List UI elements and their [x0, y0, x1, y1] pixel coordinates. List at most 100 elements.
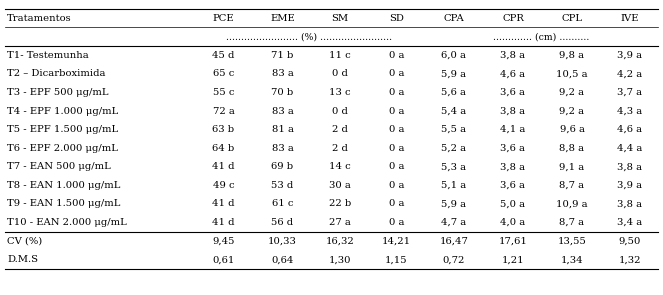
Text: 2 d: 2 d — [332, 144, 348, 153]
Text: 1,21: 1,21 — [502, 255, 524, 264]
Text: 5,1 a: 5,1 a — [442, 181, 467, 190]
Text: SM: SM — [332, 14, 349, 23]
Text: 5,4 a: 5,4 a — [442, 106, 467, 116]
Text: 3,6 a: 3,6 a — [501, 144, 526, 153]
Text: 3,9 a: 3,9 a — [617, 51, 642, 60]
Text: 3,8 a: 3,8 a — [501, 51, 526, 60]
Text: 9,2 a: 9,2 a — [560, 106, 585, 116]
Text: 63 b: 63 b — [212, 125, 235, 134]
Text: 16,32: 16,32 — [326, 237, 355, 246]
Text: 70 b: 70 b — [271, 88, 294, 97]
Text: 0 a: 0 a — [389, 69, 404, 78]
Text: 0 a: 0 a — [389, 181, 404, 190]
Text: 3,8 a: 3,8 a — [501, 162, 526, 171]
Text: T2 – Dicarboximida: T2 – Dicarboximida — [7, 69, 106, 78]
Text: 41 d: 41 d — [212, 199, 235, 209]
Text: 8,8 a: 8,8 a — [560, 144, 585, 153]
Text: 0 d: 0 d — [332, 69, 348, 78]
Text: 5,9 a: 5,9 a — [442, 69, 467, 78]
Text: 9,50: 9,50 — [619, 237, 641, 246]
Text: 3,8 a: 3,8 a — [617, 162, 642, 171]
Text: 27 a: 27 a — [330, 218, 351, 227]
Text: 13 c: 13 c — [330, 88, 351, 97]
Text: 3,4 a: 3,4 a — [617, 218, 642, 227]
Text: 0,72: 0,72 — [443, 255, 465, 264]
Text: 3,6 a: 3,6 a — [501, 181, 526, 190]
Text: 71 b: 71 b — [271, 51, 294, 60]
Text: T8 - EAN 1.000 μg/mL: T8 - EAN 1.000 μg/mL — [7, 181, 121, 190]
Text: 69 b: 69 b — [271, 162, 294, 171]
Text: 1,15: 1,15 — [385, 255, 408, 264]
Text: 1,32: 1,32 — [619, 255, 641, 264]
Text: 1,34: 1,34 — [561, 255, 583, 264]
Text: 61 c: 61 c — [272, 199, 293, 209]
Text: 56 d: 56 d — [271, 218, 294, 227]
Text: 65 c: 65 c — [213, 69, 234, 78]
Text: 5,6 a: 5,6 a — [442, 88, 466, 97]
Text: 41 d: 41 d — [212, 218, 235, 227]
Text: 72 a: 72 a — [213, 106, 235, 116]
Text: 0 a: 0 a — [389, 88, 404, 97]
Text: CPA: CPA — [444, 14, 464, 23]
Text: T3 - EPF 500 μg/mL: T3 - EPF 500 μg/mL — [7, 88, 109, 97]
Text: 9,1 a: 9,1 a — [560, 162, 585, 171]
Text: 22 b: 22 b — [329, 199, 351, 209]
Text: 10,5 a: 10,5 a — [556, 69, 588, 78]
Text: 53 d: 53 d — [271, 181, 294, 190]
Text: 41 d: 41 d — [212, 162, 235, 171]
Text: 55 c: 55 c — [213, 88, 234, 97]
Text: 45 d: 45 d — [212, 51, 235, 60]
Text: CPR: CPR — [502, 14, 524, 23]
Text: 8,7 a: 8,7 a — [560, 218, 585, 227]
Text: 5,9 a: 5,9 a — [442, 199, 467, 209]
Text: IVE: IVE — [621, 14, 639, 23]
Text: 8,7 a: 8,7 a — [560, 181, 585, 190]
Text: 0,61: 0,61 — [212, 255, 235, 264]
Text: CPL: CPL — [562, 14, 583, 23]
Text: 0 a: 0 a — [389, 106, 404, 116]
Text: T9 - EAN 1.500 μg/mL: T9 - EAN 1.500 μg/mL — [7, 199, 121, 209]
Text: 9,8 a: 9,8 a — [560, 51, 585, 60]
Text: 49 c: 49 c — [213, 181, 234, 190]
Text: 9,6 a: 9,6 a — [560, 125, 585, 134]
Text: ........................ (%) ........................: ........................ (%) ...........… — [226, 32, 392, 41]
Text: 4,3 a: 4,3 a — [617, 106, 642, 116]
Text: 9,2 a: 9,2 a — [560, 88, 585, 97]
Text: 9,45: 9,45 — [212, 237, 235, 246]
Text: 4,1 a: 4,1 a — [501, 125, 526, 134]
Text: 3,8 a: 3,8 a — [617, 199, 642, 209]
Text: 3,8 a: 3,8 a — [501, 106, 526, 116]
Text: 1,30: 1,30 — [329, 255, 351, 264]
Text: 4,2 a: 4,2 a — [617, 69, 642, 78]
Text: 0 d: 0 d — [332, 106, 348, 116]
Text: 5,2 a: 5,2 a — [442, 144, 467, 153]
Text: 14 c: 14 c — [330, 162, 351, 171]
Text: T6 - EPF 2.000 μg/mL: T6 - EPF 2.000 μg/mL — [7, 144, 118, 153]
Text: D.M.S: D.M.S — [7, 255, 38, 264]
Text: T4 - EPF 1.000 μg/mL: T4 - EPF 1.000 μg/mL — [7, 106, 119, 116]
Text: 3,7 a: 3,7 a — [617, 88, 642, 97]
Text: T7 - EAN 500 μg/mL: T7 - EAN 500 μg/mL — [7, 162, 111, 171]
Text: 4,6 a: 4,6 a — [617, 125, 642, 134]
Text: 0 a: 0 a — [389, 144, 404, 153]
Text: 16,47: 16,47 — [440, 237, 468, 246]
Text: 30 a: 30 a — [330, 181, 351, 190]
Text: 0 a: 0 a — [389, 51, 404, 60]
Text: 11 c: 11 c — [330, 51, 351, 60]
Text: 0,64: 0,64 — [271, 255, 294, 264]
Text: EME: EME — [270, 14, 295, 23]
Text: 4,7 a: 4,7 a — [442, 218, 467, 227]
Text: PCE: PCE — [213, 14, 234, 23]
Text: 83 a: 83 a — [272, 106, 294, 116]
Text: 81 a: 81 a — [272, 125, 294, 134]
Text: 17,61: 17,61 — [499, 237, 527, 246]
Text: 3,9 a: 3,9 a — [617, 181, 642, 190]
Text: 10,9 a: 10,9 a — [556, 199, 588, 209]
Text: 14,21: 14,21 — [382, 237, 411, 246]
Text: 0 a: 0 a — [389, 218, 404, 227]
Text: 0 a: 0 a — [389, 125, 404, 134]
Text: 4,6 a: 4,6 a — [501, 69, 526, 78]
Text: T10 - EAN 2.000 μg/mL: T10 - EAN 2.000 μg/mL — [7, 218, 127, 227]
Text: 6,0 a: 6,0 a — [442, 51, 466, 60]
Text: 5,5 a: 5,5 a — [442, 125, 467, 134]
